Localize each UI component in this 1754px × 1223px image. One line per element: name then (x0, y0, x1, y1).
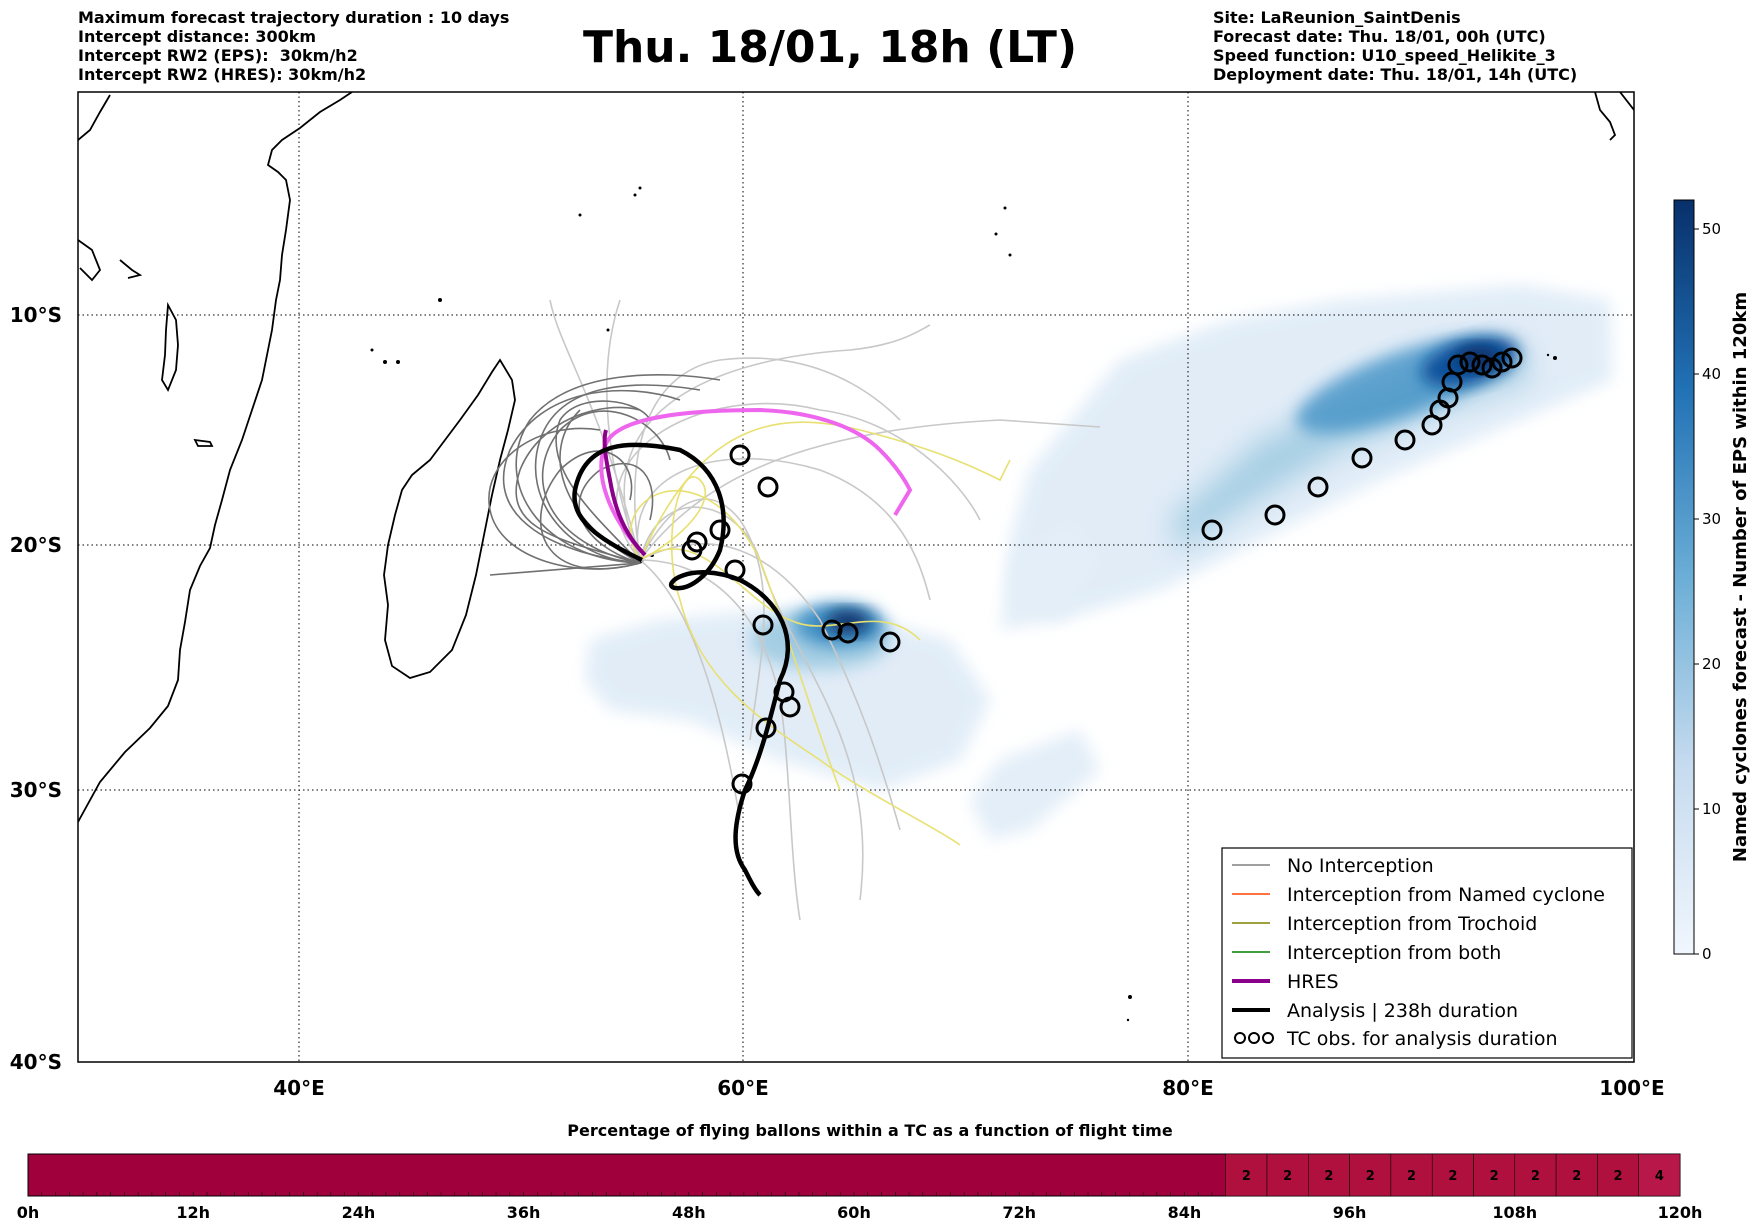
coast-detail-4 (1594, 92, 1617, 141)
flight-bar-tick-label: 96h (1333, 1203, 1367, 1222)
legend-label-hres: HRES (1287, 971, 1339, 993)
eps-density-east (1000, 285, 1612, 630)
lon-tick-100e: 100°E (1599, 1076, 1664, 1100)
lat-tick-40s: 40°S (10, 1050, 62, 1074)
lat-tick-10s: 10°S (10, 303, 62, 327)
flight-bar-cell (1597, 1153, 1639, 1197)
cyclone-symbol-icon (1234, 1032, 1274, 1044)
lon-tick-80e: 80°E (1162, 1076, 1214, 1100)
colorbar-tick-label: 30 (1702, 510, 1721, 528)
coast-detail-1 (78, 239, 102, 282)
param-duration: Maximum forecast trajectory duration : 1… (78, 8, 510, 27)
flight-bar-cell-value: 2 (1283, 1169, 1292, 1184)
hres-track (602, 429, 647, 557)
flight-bar-cell (1555, 1153, 1598, 1197)
flight-bar-cell-value: 2 (1324, 1169, 1333, 1184)
flight-bar-cell (1266, 1153, 1309, 1197)
flight-bar-cell-value: 2 (1572, 1169, 1581, 1184)
flight-bar-cell-value: 2 (1366, 1169, 1375, 1184)
tc-observations (681, 347, 1523, 795)
map-title: Thu. 18/01, 18h (LT) (582, 22, 1078, 73)
eps-trajectories-dark (488, 374, 721, 576)
flight-bar-cell (1638, 1153, 1681, 1197)
flight-bar-tick-label: 48h (672, 1203, 706, 1222)
legend-label-tc-obs: TC obs. for analysis duration (1286, 1028, 1558, 1050)
lake-outline (161, 301, 179, 393)
legend-label-both: Interception from both (1287, 942, 1501, 964)
flight-bar-tick-label: 72h (1002, 1203, 1036, 1222)
colorbar-tick-label: 20 (1702, 655, 1721, 673)
legend-label-no-interception: No Interception (1287, 855, 1434, 877)
lon-tick-60e: 60°E (717, 1076, 769, 1100)
param-speed-function: Speed function: U10_speed_Helikite_3 (1213, 46, 1556, 65)
lon-tick-labels: 40°E 60°E 80°E 100°E (273, 1076, 1664, 1100)
map-legend: No Interception Interception from Named … (1221, 847, 1633, 1059)
colorbar-tick-label: 0 (1702, 945, 1712, 963)
param-rw2-eps: Intercept RW2 (EPS): 30km/h2 (78, 46, 358, 65)
lat-tick-labels: 10°S 20°S 30°S 40°S (10, 303, 62, 1074)
flight-bar-tick-label: 120h (1658, 1203, 1703, 1222)
param-intercept-distance: Intercept distance: 300km (78, 27, 317, 46)
flight-bar-tick-label: 60h (837, 1203, 871, 1222)
coastlines (78, 92, 1634, 823)
param-site: Site: LaReunion_SaintDenis (1213, 8, 1461, 27)
flight-bar-tick-label: 12h (176, 1203, 210, 1222)
tc-symbols-east (1201, 347, 1523, 541)
colorbar-tick-label: 40 (1702, 365, 1721, 383)
flight-bar-tick-label: 24h (342, 1203, 376, 1222)
flight-bar-cell-value: 2 (1490, 1169, 1499, 1184)
coast-detail-3 (193, 438, 214, 447)
map-content: No Interception Interception from Named … (78, 92, 1634, 1062)
eps-colorbar: 0 10 20 30 40 50 Named cyclones forecast - Nu… (1673, 199, 1751, 963)
legend-label-named-cyclone: Interception from Named cyclone (1287, 884, 1605, 906)
param-deployment-date: Deployment date: Thu. 18/01, 14h (UTC) (1213, 65, 1578, 84)
flight-bar-cell-value: 2 (1614, 1169, 1623, 1184)
hres-forecast-track (599, 407, 913, 557)
flight-time-bar: Percentage of flying ballons within a TC… (17, 1121, 1703, 1222)
map-frame (77, 91, 1635, 1063)
colorbar-title: Named cyclones forecast - Number of EPS … (1730, 292, 1751, 862)
madagascar-coast (383, 358, 516, 679)
flight-bar-title: Percentage of flying ballons within a TC… (567, 1121, 1173, 1140)
flight-bar-ticks: 0h 12h 24h 36h 48h 60h 72h 84h 96h 108h 120h (17, 1203, 1703, 1222)
africa-horn (78, 94, 111, 141)
flight-bar-cell (1308, 1153, 1350, 1197)
flight-bar-cell-value: 2 (1407, 1169, 1416, 1184)
flight-bar-cell (1225, 1153, 1268, 1197)
africa-coast (78, 92, 353, 823)
flight-bar-cell (1514, 1153, 1557, 1197)
flight-bar-cell (1473, 1153, 1516, 1197)
flight-bar-cell (1349, 1153, 1392, 1197)
flight-bar-cell-value: 2 (1531, 1169, 1540, 1184)
coast-detail-2 (119, 259, 143, 279)
flight-bar-tick-label: 36h (507, 1203, 541, 1222)
site-parameters: Site: LaReunion_SaintDenis Forecast date… (1213, 8, 1577, 84)
legend-label-analysis: Analysis | 238h duration (1287, 1000, 1518, 1022)
colorbar-gradient (1673, 199, 1695, 955)
lon-tick-40e: 40°E (273, 1076, 325, 1100)
flight-bar-cell-value: 2 (1242, 1169, 1251, 1184)
flight-bar-cell (1431, 1153, 1474, 1197)
flight-bar-cell-value: 2 (1448, 1169, 1457, 1184)
tc-symbols-west (681, 444, 901, 795)
param-forecast-date: Forecast date: Thu. 18/01, 00h (UTC) (1213, 27, 1546, 46)
flight-bar-cells: 2 2 2 2 2 2 2 2 2 2 4 (27, 1153, 1681, 1197)
lat-tick-20s: 20°S (10, 533, 62, 557)
colorbar-ticks: 0 10 20 30 40 50 (1694, 220, 1721, 963)
forecast-parameters: Maximum forecast trajectory duration : 1… (78, 8, 509, 84)
legend-label-trochoid: Interception from Trochoid (1287, 913, 1537, 935)
analysis-track (572, 442, 791, 897)
flight-bar-tick-label: 84h (1168, 1203, 1202, 1222)
coast-detail-5 (1619, 92, 1634, 111)
flight-bar-tick-label: 0h (17, 1203, 40, 1222)
lat-tick-30s: 30°S (10, 778, 62, 802)
param-rw2-hres: Intercept RW2 (HRES): 30km/h2 (78, 65, 367, 84)
flight-bar-cell-value: 4 (1655, 1169, 1664, 1184)
colorbar-tick-label: 10 (1702, 800, 1721, 818)
flight-bar-tick-label: 108h (1492, 1203, 1537, 1222)
colorbar-tick-label: 50 (1702, 220, 1721, 238)
graticule (78, 92, 1634, 1062)
